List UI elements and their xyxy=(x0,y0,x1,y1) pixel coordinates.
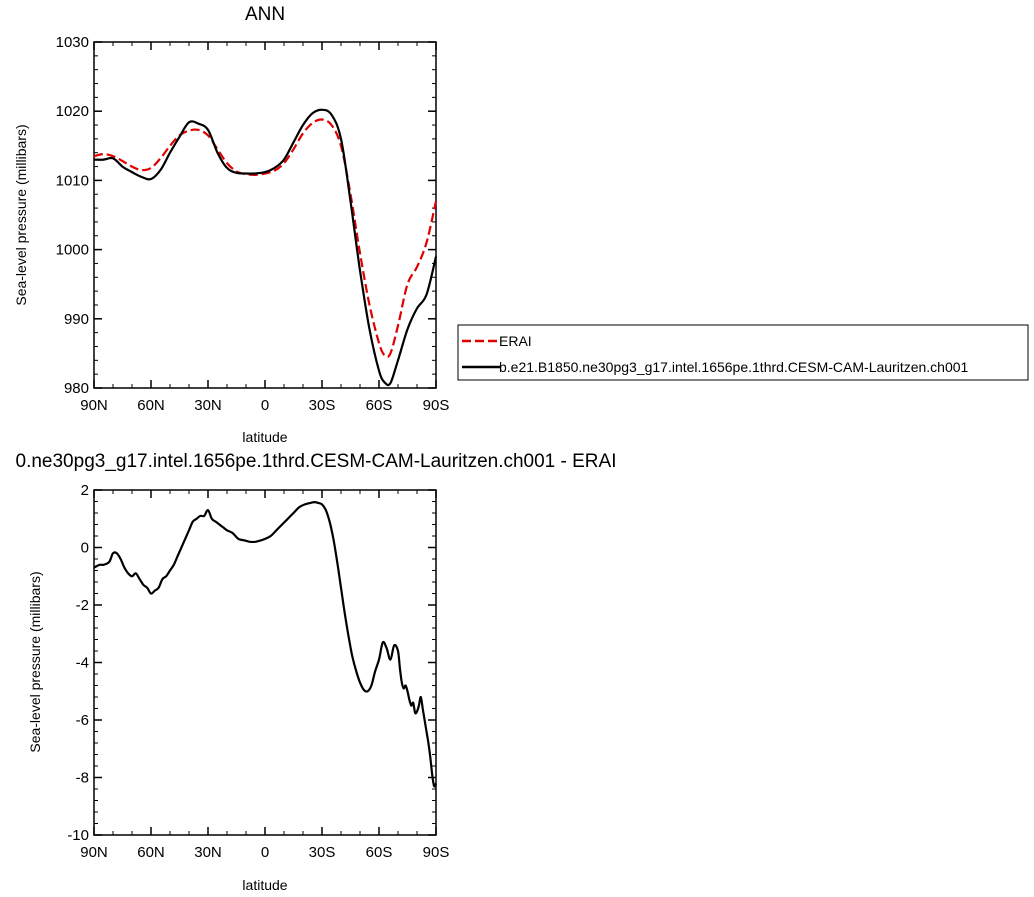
x-tick-label: 60S xyxy=(366,844,393,861)
top-plot-ylabel: Sea-level pressure (millibars) xyxy=(13,124,29,305)
top-plot-frame xyxy=(93,41,437,389)
y-tick-label: 0 xyxy=(81,540,89,557)
y-tick-label: 1000 xyxy=(56,242,89,259)
x-tick-label: 90S xyxy=(423,397,450,414)
y-tick-label: -8 xyxy=(76,770,89,787)
bottom-plot-ticks: 90N 60N 30N 0 30S 60S 90S -10 -8 -6 -4 -2 0 2 xyxy=(67,482,449,861)
x-tick-label: 90N xyxy=(80,397,108,414)
y-tick-label: 990 xyxy=(64,311,89,328)
top-plot-ticks: 90N 60N 30N 0 30S 60S 90S 980 990 1000 1010 1020 103… xyxy=(56,34,450,414)
bottom-plot-frame xyxy=(93,489,437,836)
y-tick-label: 1030 xyxy=(56,34,89,51)
x-tick-label: 0 xyxy=(261,844,269,861)
x-tick-label: 90S xyxy=(423,844,450,861)
top-plot-series xyxy=(93,108,438,387)
x-tick-label: 0 xyxy=(261,397,269,414)
y-tick-label: -2 xyxy=(76,597,89,614)
y-tick-label: 1020 xyxy=(56,103,89,120)
series-line-0-1 xyxy=(93,108,438,387)
bottom-plot: 0.ne30pg3_g17.intel.1656pe.1thrd.CESM-CA… xyxy=(16,451,617,893)
x-tick-label: 90N xyxy=(80,844,108,861)
y-tick-label: -4 xyxy=(76,655,89,672)
x-tick-label: 30N xyxy=(194,397,222,414)
y-tick-label: 980 xyxy=(64,380,89,397)
legend: ERAI b.e21.B1850.ne30pg3_g17.intel.1656p… xyxy=(457,324,1029,381)
y-tick-label: 2 xyxy=(81,482,89,499)
y-tick-label: 1010 xyxy=(56,172,89,189)
legend-label-erai: ERAI xyxy=(499,333,532,349)
x-tick-label: 60N xyxy=(137,844,165,861)
y-tick-label: -6 xyxy=(76,712,89,729)
legend-box xyxy=(457,324,1029,381)
bottom-plot-ylabel: Sea-level pressure (millibars) xyxy=(27,571,43,752)
top-plot: ANN 90N 60N 30N 0 30S 60S 90S 980 990 1000 1010 102… xyxy=(13,4,449,445)
y-tick-label: -10 xyxy=(67,827,89,844)
x-tick-label: 30S xyxy=(309,844,336,861)
series-line-1-0 xyxy=(93,501,437,788)
series-line-0-0 xyxy=(93,118,438,359)
x-tick-label: 30S xyxy=(309,397,336,414)
x-tick-label: 60S xyxy=(366,397,393,414)
x-tick-label: 30N xyxy=(194,844,222,861)
bottom-plot-series xyxy=(93,501,437,788)
top-plot-title: ANN xyxy=(245,4,285,25)
bottom-plot-title: 0.ne30pg3_g17.intel.1656pe.1thrd.CESM-CA… xyxy=(16,451,617,472)
top-plot-xlabel: latitude xyxy=(242,429,287,445)
legend-label-model: b.e21.B1850.ne30pg3_g17.intel.1656pe.1th… xyxy=(499,359,969,375)
x-tick-label: 60N xyxy=(137,397,165,414)
bottom-plot-xlabel: latitude xyxy=(242,877,287,893)
